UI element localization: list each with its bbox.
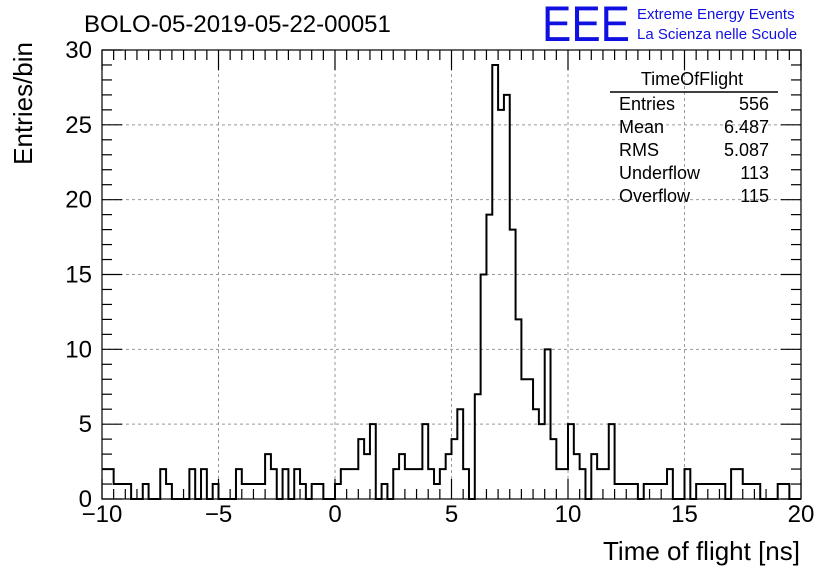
y-tick-label: 25	[65, 112, 92, 139]
x-tick-label: 0	[328, 501, 341, 528]
stats-value: 556	[739, 94, 769, 114]
logo-line-2: La Scienza nelle Scuole	[637, 26, 797, 43]
y-tick-labels: 0 5 10 15 20 25 30	[65, 37, 92, 513]
y-tick-label: 30	[65, 37, 92, 64]
x-tick-label: 15	[671, 501, 698, 528]
stats-label: Underflow	[619, 163, 701, 183]
stats-value: 6.487	[724, 117, 769, 137]
stats-value: 115	[740, 186, 769, 206]
y-tick-label: 5	[79, 411, 92, 438]
stats-value: 113	[740, 163, 769, 183]
plot-frame	[101, 49, 802, 500]
x-tick-labels: −10 −5 0 5 10 15 20	[82, 501, 815, 528]
stats-label: RMS	[619, 140, 659, 160]
x-tick-label: 20	[788, 501, 815, 528]
stats-label: Mean	[619, 117, 664, 137]
y-axis-label: Entries/bin	[8, 42, 38, 165]
y-tick-label: 10	[65, 336, 92, 363]
x-tick-label: −10	[82, 501, 123, 528]
y-tick-label: 15	[65, 262, 92, 289]
x-tick-label: 10	[555, 501, 582, 528]
grid-lines	[102, 50, 801, 499]
chart-title: BOLO-05-2019-05-22-00051	[84, 11, 391, 38]
y-tick-label: 20	[65, 187, 92, 214]
stats-value: 5.087	[724, 140, 769, 160]
stats-label: Entries	[619, 94, 675, 114]
logo-line-1: Extreme Energy Events	[637, 6, 795, 23]
logo: EEE Extreme Energy Events La Scienza nel…	[542, 0, 797, 52]
stats-box: TimeOfFlight Entries 556 Mean 6.487 RMS …	[610, 69, 778, 206]
x-tick-label: 5	[445, 501, 458, 528]
stats-label: Overflow	[619, 186, 691, 206]
x-tick-label: −5	[205, 501, 232, 528]
x-axis-label: Time of flight [ns]	[603, 536, 800, 566]
logo-eee: EEE	[542, 0, 630, 52]
y-tick-label: 0	[79, 486, 92, 513]
stats-title: TimeOfFlight	[641, 69, 743, 89]
